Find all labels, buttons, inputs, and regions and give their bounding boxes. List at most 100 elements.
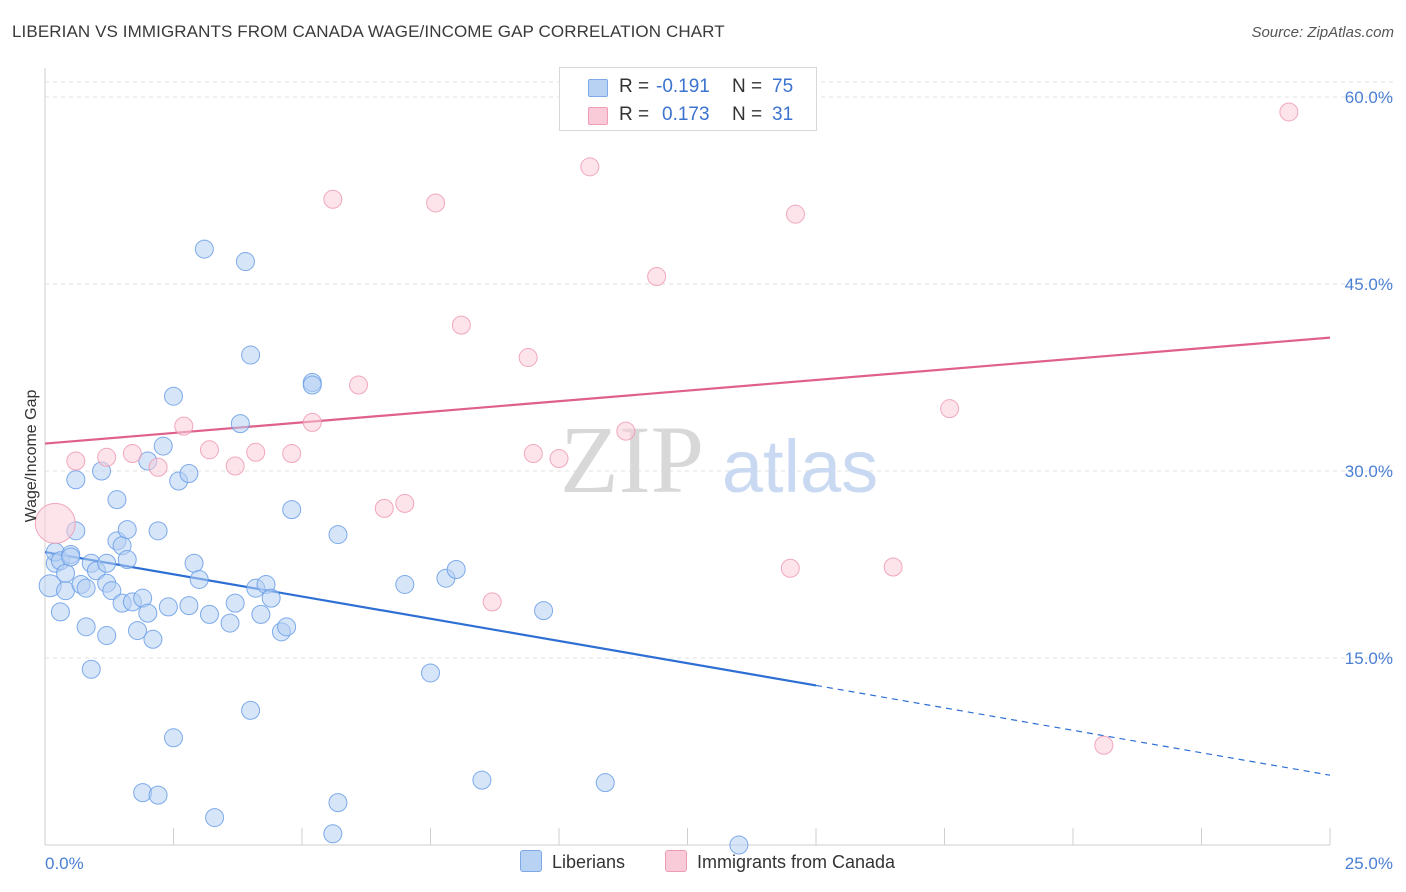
liberian-point [421, 663, 440, 683]
liberian-trend-line [44, 550, 817, 687]
liberian-point [107, 490, 127, 510]
liberian-point [328, 793, 348, 813]
y-tick-label: 45.0% [1345, 275, 1393, 294]
canada-point [374, 498, 394, 518]
source-label: Source: ZipAtlas.com [1251, 24, 1394, 41]
canada-point [122, 444, 142, 464]
canada-point [482, 592, 502, 612]
liberian-point [164, 728, 183, 748]
liberian-point [220, 613, 240, 633]
liberian-point [225, 593, 245, 613]
liberian-point [302, 375, 322, 395]
watermark-atlas: atlas [722, 425, 878, 508]
bottom-swatch-canada [665, 850, 687, 872]
data-points [34, 102, 1299, 855]
liberian-point [230, 414, 250, 434]
liberian-point [179, 463, 199, 483]
canada-point [148, 457, 168, 477]
canada-point [1094, 735, 1114, 755]
canada-point [323, 189, 343, 209]
liberian-point [205, 808, 225, 828]
canada-point [785, 204, 805, 224]
y-tick-label: 15.0% [1345, 649, 1393, 668]
canada-point [34, 502, 76, 544]
liberian-point [50, 602, 70, 622]
y-tick-label: 30.0% [1345, 462, 1393, 481]
liberian-point [148, 521, 168, 541]
liberian-point [395, 574, 415, 594]
canada-point [940, 399, 960, 419]
liberian-point [323, 824, 343, 844]
canada-point [225, 456, 245, 476]
legend-r-label: R = [619, 104, 650, 125]
grid-lines [45, 81, 1395, 659]
liberian-point [446, 559, 466, 579]
canada-point [549, 449, 569, 469]
canada-point [395, 493, 415, 513]
liberian-point [261, 588, 281, 608]
canada-point [518, 348, 538, 368]
bottom-legend-liberians: Liberians [520, 850, 625, 873]
liberian-point [235, 252, 255, 272]
canada-point [302, 412, 322, 432]
canada-point [780, 558, 800, 578]
tick-labels: 15.0% 30.0% 45.0% 60.0% 0.0% 25.0% [45, 88, 1393, 873]
canada-point [580, 157, 600, 177]
legend-n-label: N = [732, 76, 763, 97]
x-tick-label-max: 25.0% [1345, 854, 1393, 873]
liberian-point [277, 617, 297, 637]
legend-r-value: 0.173 [662, 104, 710, 125]
canada-trend-line [44, 336, 1331, 445]
canada-point [199, 440, 219, 460]
liberian-point [97, 553, 117, 573]
liberian-point [143, 629, 163, 649]
liberian-point [164, 386, 183, 406]
liberian-point [251, 604, 271, 624]
legend-n-label: N = [732, 104, 763, 125]
liberian-point [184, 553, 204, 573]
liberian-point [117, 520, 137, 540]
liberian-point [117, 550, 137, 570]
liberian-point [328, 525, 348, 545]
axes [44, 68, 1331, 846]
liberian-point [179, 596, 199, 616]
legend-swatch-liberians [588, 79, 608, 97]
liberian-point [729, 835, 749, 855]
liberian-point [194, 239, 214, 259]
canada-point [349, 375, 369, 395]
watermark-zip: ZIP [560, 406, 704, 513]
liberian-point [97, 626, 117, 646]
legend-r-label: R = [619, 76, 650, 97]
canada-point [647, 267, 667, 287]
liberian-point [148, 785, 168, 805]
bottom-legend-label-canada: Immigrants from Canada [697, 852, 896, 872]
canada-point [426, 193, 446, 213]
canada-point [174, 416, 194, 436]
x-tick-label-min: 0.0% [45, 854, 84, 873]
chart-title: LIBERIAN VS IMMIGRANTS FROM CANADA WAGE/… [12, 22, 725, 41]
liberian-point [189, 569, 209, 589]
bottom-swatch-liberians [520, 850, 542, 872]
legend-row-canada: R = 0.173 N = 31 [560, 101, 816, 129]
canada-point [883, 557, 903, 577]
liberian-point [241, 700, 261, 720]
liberian-point [158, 597, 178, 617]
watermark: ZIP atlas [560, 406, 878, 513]
liberian-point [472, 770, 492, 790]
liberian-point [102, 581, 122, 601]
liberian-point [61, 547, 81, 567]
canada-point [282, 444, 302, 464]
legend-row-liberians: R = -0.191 N = 75 [560, 73, 816, 101]
canada-point [451, 315, 471, 335]
y-tick-label: 60.0% [1345, 88, 1393, 107]
canada-point [616, 421, 636, 441]
liberian-point [534, 601, 554, 621]
liberian-point [282, 500, 302, 520]
trend-lines [44, 336, 1331, 776]
liberian-point [138, 603, 158, 623]
canada-point [246, 442, 266, 462]
canada-point [66, 451, 86, 471]
bottom-legend-label-liberians: Liberians [552, 852, 626, 872]
legend-r-value: -0.191 [656, 76, 710, 97]
